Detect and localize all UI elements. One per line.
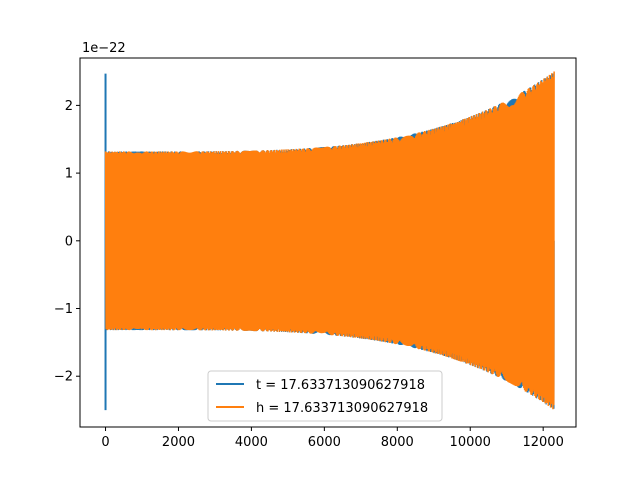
y-tick-label: −1 [54, 302, 73, 317]
x-tick-label: 6000 [308, 435, 341, 450]
y-tick-label: 1 [65, 167, 73, 182]
y-offset-text: 1e−22 [82, 41, 126, 56]
x-tick-label: 0 [101, 435, 109, 450]
y-axis: −2 −1 0 1 2 [54, 99, 80, 385]
y-tick-label: −2 [54, 370, 73, 385]
y-tick-label: 2 [65, 99, 73, 114]
x-tick-label: 8000 [381, 435, 414, 450]
x-axis: 0 2000 4000 6000 8000 10000 12000 [101, 427, 564, 450]
x-tick-label: 12000 [522, 435, 563, 450]
legend-box [207, 370, 443, 422]
series-line-h [104, 71, 555, 410]
x-tick-label: 2000 [162, 435, 195, 450]
legend-label-t: t = 17.633713090627918 [256, 378, 425, 393]
x-tick-label: 4000 [235, 435, 268, 450]
plot-area [104, 71, 555, 411]
axes-frame [79, 57, 577, 428]
y-tick-label: 0 [65, 234, 73, 249]
x-tick-label: 10000 [450, 435, 491, 450]
legend: t = 17.633713090627918 h = 17.6337130906… [207, 370, 443, 422]
legend-label-h: h = 17.633713090627918 [256, 401, 428, 416]
